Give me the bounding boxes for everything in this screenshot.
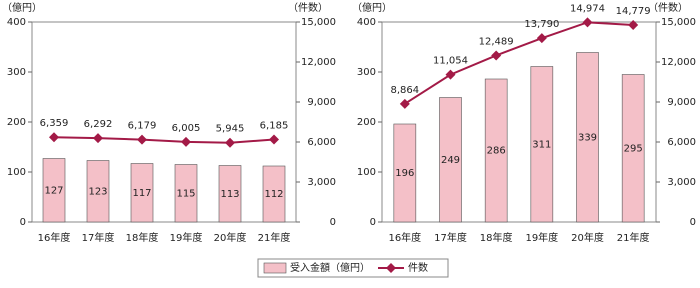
bar-value-label: 286: [487, 146, 506, 157]
y-tick-label: 100: [7, 167, 26, 178]
bar: [439, 97, 462, 223]
y-tick-label: 100: [357, 167, 376, 178]
bar: [174, 164, 198, 223]
line-value-label: 6,292: [84, 119, 113, 130]
y2-tick-label: 15,000: [301, 17, 336, 28]
line-marker: [399, 98, 410, 109]
line-marker: [181, 136, 191, 147]
x-tick-label: 18年度: [480, 231, 513, 244]
x-tick-label: 16年度: [38, 231, 71, 244]
line-value-label: 11,054: [433, 56, 468, 67]
bar-value-label: 295: [624, 143, 643, 154]
line-value-label: 6,179: [128, 121, 157, 132]
x-tick-label: 21年度: [258, 231, 291, 244]
line-value-label: 12,489: [479, 36, 514, 47]
bar-value-label: 112: [264, 189, 283, 200]
bar-value-label: 117: [132, 188, 151, 199]
legend-swatch: [263, 262, 287, 274]
y2-tick-label: 12,000: [661, 57, 696, 68]
x-tick-label: 17年度: [82, 231, 115, 244]
bar-value-label: 196: [395, 168, 414, 179]
y-tick-label: 200: [357, 117, 376, 128]
line-marker: [491, 50, 502, 61]
legend-label: 受入金額（億円）: [290, 261, 370, 274]
line-value-label: 8,864: [391, 85, 420, 96]
y-tick-label: 400: [7, 17, 26, 28]
y2-tick-label: 0: [690, 217, 696, 228]
bar-value-label: 115: [176, 188, 195, 199]
plot-area: [381, 21, 657, 223]
y-tick-label: 0: [370, 217, 376, 228]
y2-tick-label: 3,000: [307, 177, 336, 188]
bar-value-label: 113: [220, 189, 239, 200]
bar: [484, 78, 508, 223]
line-value-label: 6,359: [40, 118, 69, 129]
bar: [42, 158, 66, 223]
line-marker: [628, 19, 639, 30]
bar: [86, 160, 110, 223]
bar: [262, 165, 286, 223]
x-tick-label: 20年度: [571, 231, 604, 244]
line: [53, 136, 275, 144]
y2-tick-label: 9,000: [667, 97, 696, 108]
line-marker: [137, 134, 147, 145]
line-value-label: 13,790: [524, 19, 559, 30]
y-axis-label: （億円）: [352, 1, 392, 14]
y2-tick-label: 3,000: [667, 177, 696, 188]
bar-value-label: 339: [578, 132, 597, 143]
y2-tick-label: 9,000: [307, 97, 336, 108]
bar: [530, 66, 554, 223]
bar-value-label: 127: [44, 185, 63, 196]
x-tick-label: 19年度: [525, 231, 558, 244]
y-axis-label: （億円）: [2, 1, 42, 14]
line-value-label: 6,005: [172, 123, 201, 134]
x-tick-label: 16年度: [388, 231, 421, 244]
bar: [218, 165, 242, 223]
y2-tick-label: 0: [330, 217, 336, 228]
line-marker: [536, 33, 547, 44]
bar-value-label: 249: [441, 155, 460, 166]
y-tick-label: 300: [357, 67, 376, 78]
line-value-label: 5,945: [216, 124, 245, 135]
y-tick-label: 400: [357, 17, 376, 28]
y2-axis-label: （件数）: [648, 1, 688, 14]
line-marker: [445, 69, 456, 80]
line-value-label: 14,974: [570, 3, 605, 14]
legend-label: 件数: [408, 261, 428, 274]
line: [404, 21, 634, 105]
y-tick-label: 200: [7, 117, 26, 128]
bar: [130, 163, 154, 223]
y2-tick-label: 12,000: [301, 57, 336, 68]
x-tick-label: 20年度: [214, 231, 247, 244]
x-tick-label: 17年度: [434, 231, 467, 244]
line-marker: [269, 134, 279, 145]
line-marker: [582, 17, 593, 28]
legend-marker: [386, 263, 396, 273]
bar-value-label: 123: [88, 186, 107, 197]
y2-tick-label: 6,000: [307, 137, 336, 148]
legend-box: [257, 258, 449, 278]
x-tick-label: 21年度: [617, 231, 650, 244]
bar: [393, 123, 417, 223]
line-value-label: 6,185: [260, 121, 289, 132]
bar: [576, 52, 599, 223]
y2-axis-label: （件数）: [288, 1, 328, 14]
line-marker: [93, 133, 103, 144]
y2-tick-label: 6,000: [667, 137, 696, 148]
line-marker: [49, 132, 59, 143]
plot-area: [31, 21, 297, 223]
y2-tick-label: 15,000: [661, 17, 696, 28]
bar-value-label: 311: [532, 139, 551, 150]
x-tick-label: 19年度: [170, 231, 203, 244]
x-tick-label: 18年度: [126, 231, 159, 244]
line-marker: [225, 137, 235, 148]
y-tick-label: 0: [20, 217, 26, 228]
y-tick-label: 300: [7, 67, 26, 78]
line-value-label: 14,779: [616, 6, 651, 17]
bar: [621, 74, 645, 223]
